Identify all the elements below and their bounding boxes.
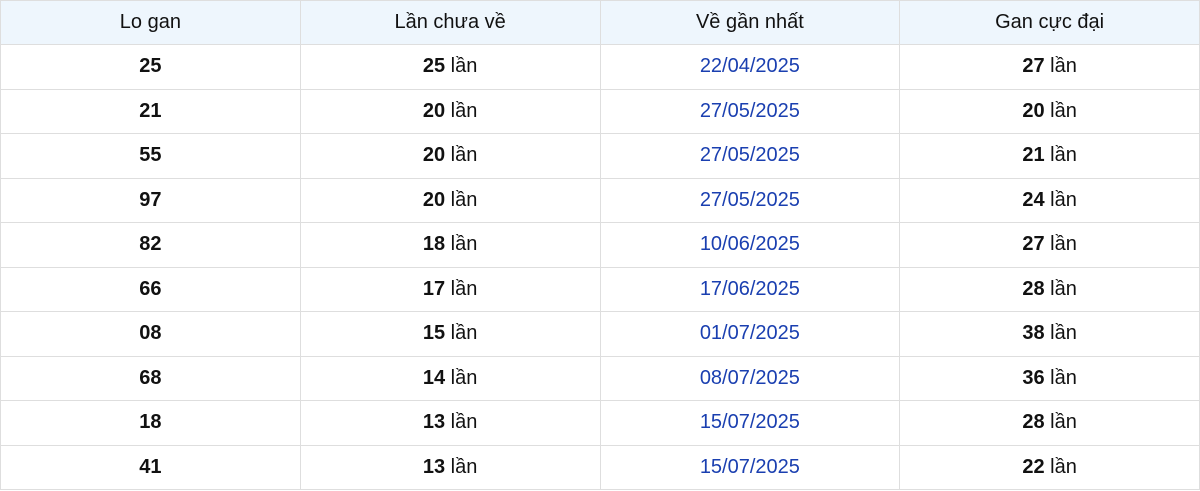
header-lo-gan: Lo gan: [0, 0, 301, 45]
table-row: 55 20 lần 27/05/2025 21 lần: [0, 133, 1200, 179]
max-gap: 28 lần: [899, 400, 1200, 446]
missed-count: 20 lần: [299, 177, 601, 223]
last-seen-date: 15/07/2025: [599, 444, 901, 490]
lo-number: 55: [0, 133, 301, 179]
missed-count: 20 lần: [299, 133, 601, 179]
missed-count: 20 lần: [299, 88, 601, 134]
max-gap: 21 lần: [899, 133, 1200, 179]
missed-count: 13 lần: [299, 400, 601, 446]
header-row: Lo gan Lần chưa về Về gần nhất Gan cực đ…: [0, 0, 1200, 45]
table-row: 41 13 lần 15/07/2025 22 lần: [0, 444, 1200, 490]
max-gap: 27 lần: [899, 222, 1200, 268]
max-gap: 28 lần: [899, 266, 1200, 312]
missed-count: 13 lần: [299, 444, 601, 490]
max-gap: 20 lần: [899, 88, 1200, 134]
last-seen-date: 10/06/2025: [599, 222, 901, 268]
table-row: 68 14 lần 08/07/2025 36 lần: [0, 355, 1200, 401]
lo-number: 66: [0, 266, 301, 312]
last-seen-date: 17/06/2025: [599, 266, 901, 312]
missed-count: 25 lần: [299, 44, 601, 90]
table-row: 82 18 lần 10/06/2025 27 lần: [0, 222, 1200, 268]
max-gap: 38 lần: [899, 311, 1200, 357]
missed-count: 17 lần: [299, 266, 601, 312]
lo-number: 68: [0, 355, 301, 401]
lo-number: 97: [0, 177, 301, 223]
last-seen-date: 08/07/2025: [599, 355, 901, 401]
table-row: 97 20 lần 27/05/2025 24 lần: [0, 177, 1200, 223]
lo-number: 82: [0, 222, 301, 268]
table-row: 18 13 lần 15/07/2025 28 lần: [0, 400, 1200, 446]
table-row: 08 15 lần 01/07/2025 38 lần: [0, 311, 1200, 357]
last-seen-date: 27/05/2025: [599, 177, 901, 223]
max-gap: 36 lần: [899, 355, 1200, 401]
max-gap: 22 lần: [899, 444, 1200, 490]
lo-number: 08: [0, 311, 301, 357]
missed-count: 18 lần: [299, 222, 601, 268]
last-seen-date: 27/05/2025: [599, 133, 901, 179]
header-ve-gan-nhat: Về gần nhất: [599, 0, 901, 45]
lo-number: 41: [0, 444, 301, 490]
lo-number: 25: [0, 44, 301, 90]
last-seen-date: 27/05/2025: [599, 88, 901, 134]
last-seen-date: 22/04/2025: [599, 44, 901, 90]
missed-count: 14 lần: [299, 355, 601, 401]
header-gan-cuc-dai: Gan cực đại: [899, 0, 1200, 45]
lo-number: 21: [0, 88, 301, 134]
last-seen-date: 01/07/2025: [599, 311, 901, 357]
max-gap: 27 lần: [899, 44, 1200, 90]
missed-count: 15 lần: [299, 311, 601, 357]
max-gap: 24 lần: [899, 177, 1200, 223]
last-seen-date: 15/07/2025: [599, 400, 901, 446]
table-row: 66 17 lần 17/06/2025 28 lần: [0, 266, 1200, 312]
table-row: 25 25 lần 22/04/2025 27 lần: [0, 44, 1200, 90]
header-lan-chua-ve: Lần chưa về: [299, 0, 601, 45]
table-row: 21 20 lần 27/05/2025 20 lần: [0, 88, 1200, 134]
lo-number: 18: [0, 400, 301, 446]
